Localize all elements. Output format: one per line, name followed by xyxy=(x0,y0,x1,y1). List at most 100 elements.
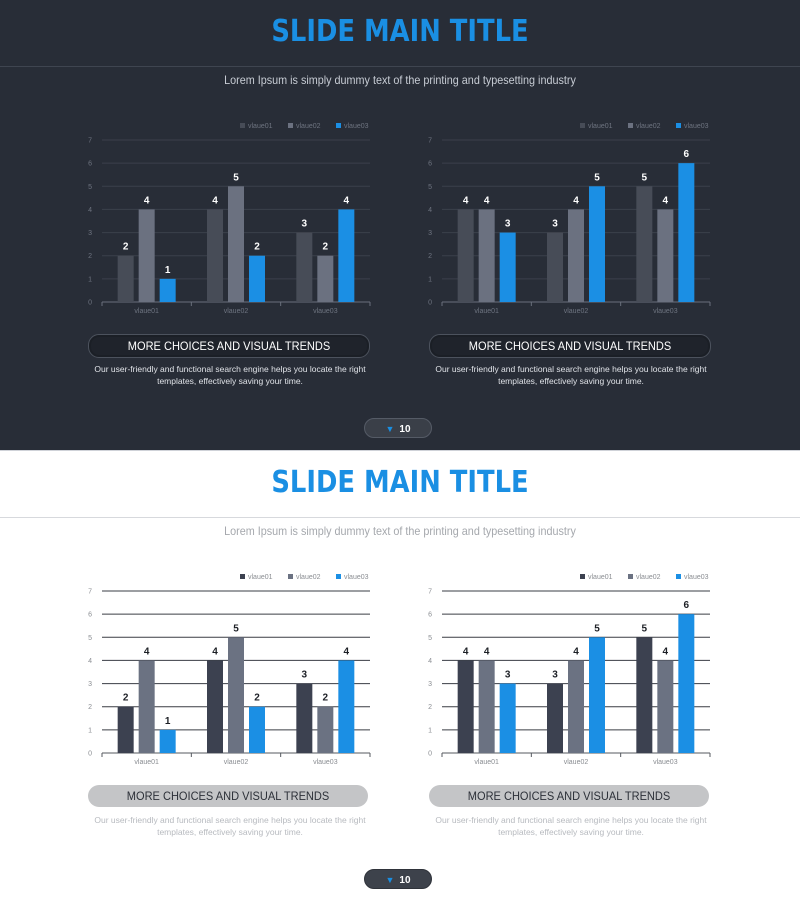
data-label: 3 xyxy=(552,670,558,681)
triangle-down-icon: ▼ xyxy=(385,424,395,434)
y-tick-label: 7 xyxy=(428,589,432,596)
y-tick-label: 3 xyxy=(428,681,432,688)
legend-label: vlaue02 xyxy=(296,574,321,581)
y-tick-label: 2 xyxy=(88,253,92,260)
page-indicator[interactable]: ▼ 10 xyxy=(364,418,432,438)
y-tick-label: 6 xyxy=(428,161,432,168)
bar-chart-right: 0 1 2 3 4 5 6 7 4 4 3 vlaue01 3 4 5 vlaue02 5 4 6 vlaue03 vl… xyxy=(410,118,711,323)
x-tick-label: vlaue03 xyxy=(313,759,338,766)
bar xyxy=(138,660,155,753)
bar xyxy=(678,163,695,302)
y-tick-label: 0 xyxy=(88,751,92,758)
legend-label: vlaue03 xyxy=(684,123,709,130)
description-line: templates, effectively saving your time. xyxy=(498,376,644,386)
bar xyxy=(499,232,516,302)
bar xyxy=(159,278,176,302)
legend-swatch xyxy=(580,574,585,579)
chart-svg: 0 1 2 3 4 5 6 7 4 4 3 vlaue01 3 4 5 vlaue02 5 4 6 vlaue03 vl… xyxy=(428,574,711,766)
legend-swatch xyxy=(288,574,293,579)
data-label: 5 xyxy=(233,623,239,634)
data-label: 4 xyxy=(463,646,469,657)
description-left: Our user-friendly and functional search … xyxy=(80,814,380,838)
legend-label: vlaue02 xyxy=(636,123,661,130)
legend-label: vlaue02 xyxy=(636,574,661,581)
data-label: 4 xyxy=(144,646,150,657)
y-tick-label: 6 xyxy=(88,161,92,168)
x-tick-label: vlaue03 xyxy=(313,308,338,315)
y-tick-label: 5 xyxy=(428,635,432,642)
y-tick-label: 2 xyxy=(428,253,432,260)
triangle-down-icon: ▼ xyxy=(385,875,395,885)
description-line: templates, effectively saving your time. xyxy=(498,827,644,837)
page-indicator[interactable]: ▼ 10 xyxy=(364,869,432,889)
y-tick-label: 4 xyxy=(88,658,92,665)
data-label: 2 xyxy=(323,242,329,253)
description-line: templates, effectively saving your time. xyxy=(157,376,303,386)
data-label: 4 xyxy=(344,646,350,657)
bar-chart-left: 0 1 2 3 4 5 6 7 2 4 1 vlaue01 4 5 2 vlaue02 3 2 4 vlaue03 vl… xyxy=(70,118,371,323)
bar xyxy=(317,255,334,302)
page-number: 10 xyxy=(399,875,411,886)
bar xyxy=(317,706,334,753)
trend-pill-right: MORE CHOICES AND VISUAL TRENDS xyxy=(429,334,711,358)
description-line: Our user-friendly and functional search … xyxy=(435,815,707,825)
bar xyxy=(657,209,674,302)
y-tick-label: 1 xyxy=(88,727,92,734)
y-tick-label: 7 xyxy=(88,589,92,596)
y-tick-label: 1 xyxy=(428,727,432,734)
legend-label: vlaue01 xyxy=(588,574,613,581)
y-tick-label: 5 xyxy=(88,635,92,642)
y-tick-label: 3 xyxy=(88,230,92,237)
bar xyxy=(117,255,134,302)
x-tick-label: vlaue01 xyxy=(134,759,159,766)
bar xyxy=(636,186,653,302)
data-label: 3 xyxy=(302,219,308,230)
data-label: 4 xyxy=(212,646,218,657)
data-label: 3 xyxy=(505,670,511,681)
bar xyxy=(207,660,223,753)
title-divider xyxy=(0,517,800,518)
bar xyxy=(568,660,584,753)
y-tick-label: 1 xyxy=(428,276,432,283)
description-right: Our user-friendly and functional search … xyxy=(421,363,721,387)
data-label: 4 xyxy=(663,195,669,206)
description-right: Our user-friendly and functional search … xyxy=(421,814,721,838)
data-label: 4 xyxy=(573,646,579,657)
data-label: 4 xyxy=(573,195,579,206)
y-tick-label: 0 xyxy=(428,751,432,758)
pill-label: MORE CHOICES AND VISUAL TRENDS xyxy=(126,789,330,803)
description-line: templates, effectively saving your time. xyxy=(157,827,303,837)
bar xyxy=(457,209,474,302)
trend-pill-left: MORE CHOICES AND VISUAL TRENDS xyxy=(88,785,368,807)
bar xyxy=(296,683,313,753)
slide-title: SLIDE MAIN TITLE xyxy=(271,14,529,49)
y-tick-label: 2 xyxy=(428,704,432,711)
bar xyxy=(117,706,134,753)
pill-label: MORE CHOICES AND VISUAL TRENDS xyxy=(467,789,671,803)
y-tick-label: 4 xyxy=(88,207,92,214)
y-tick-label: 5 xyxy=(88,184,92,191)
data-label: 1 xyxy=(165,716,171,727)
bar xyxy=(499,683,516,753)
chart-svg: 0 1 2 3 4 5 6 7 4 4 3 vlaue01 3 4 5 vlaue02 5 4 6 vlaue03 vl… xyxy=(428,123,711,315)
data-label: 4 xyxy=(463,195,469,206)
trend-pill-left: MORE CHOICES AND VISUAL TRENDS xyxy=(88,334,370,358)
bar xyxy=(249,255,265,302)
legend-label: vlaue03 xyxy=(684,574,709,581)
slide-subtitle: Lorem Ipsum is simply dummy text of the … xyxy=(224,524,576,538)
slide-dark: SLIDE MAIN TITLE Lorem Ipsum is simply d… xyxy=(0,0,800,450)
y-tick-label: 4 xyxy=(428,207,432,214)
title-divider xyxy=(0,66,800,67)
y-tick-label: 3 xyxy=(428,230,432,237)
bar-chart-left: 0 1 2 3 4 5 6 7 2 4 1 vlaue01 4 5 2 vlaue02 3 2 4 vlaue03 vl… xyxy=(70,569,371,774)
bar xyxy=(338,209,355,302)
data-label: 5 xyxy=(594,172,600,183)
y-tick-label: 5 xyxy=(428,184,432,191)
y-tick-label: 6 xyxy=(88,612,92,619)
description-line: Our user-friendly and functional search … xyxy=(435,364,707,374)
data-label: 4 xyxy=(484,646,490,657)
data-label: 6 xyxy=(684,149,690,160)
trend-pill-right: MORE CHOICES AND VISUAL TRENDS xyxy=(429,785,709,807)
x-tick-label: vlaue02 xyxy=(564,308,589,315)
bar xyxy=(457,660,474,753)
